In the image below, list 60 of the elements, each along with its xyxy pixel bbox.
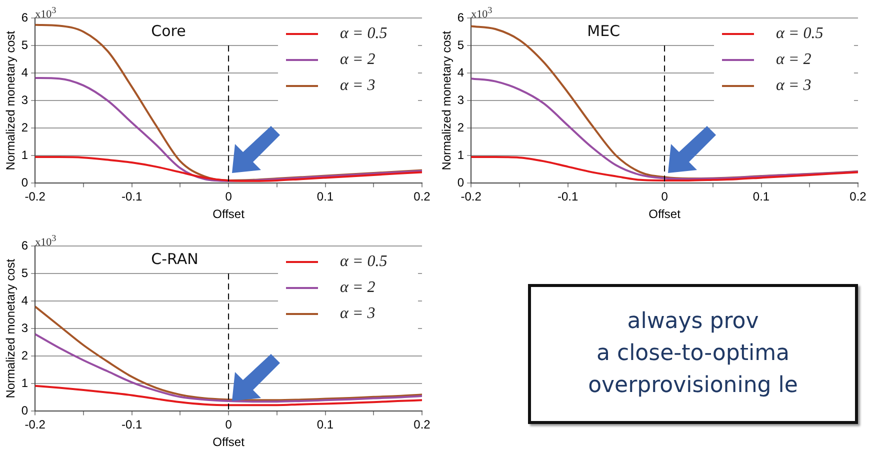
legend-label: α = 3: [340, 77, 376, 94]
legend-label: α = 0.5: [776, 25, 824, 42]
x-axis-title: Offset: [212, 435, 246, 450]
x-tick-label: -0.2: [24, 418, 46, 432]
y-tick-label: 6: [457, 10, 464, 24]
x-tick-label: 0.1: [316, 418, 334, 432]
y-tick-label: 2: [457, 120, 464, 134]
y-tick-label: 3: [21, 320, 28, 335]
legend-label: α = 0.5: [340, 253, 388, 270]
legend-label: α = 2: [340, 51, 376, 68]
y-axis-title: Normalized monetary cost: [4, 30, 18, 170]
chart-title: C-RAN: [151, 250, 198, 268]
y-tick-label: 2: [21, 120, 28, 134]
x-tick-label: 0: [661, 190, 668, 204]
y-tick-label: 4: [21, 293, 28, 308]
y-tick-label: 0: [457, 176, 464, 190]
y-axis-title: Normalized monetary cost: [4, 258, 18, 398]
x-tick-label: 0.2: [414, 418, 431, 432]
legend-label: α = 2: [340, 279, 376, 296]
legend-label: α = 3: [776, 77, 812, 94]
text: always prov: [627, 308, 759, 336]
text: a close-to-optima: [596, 340, 790, 368]
annotation: x10$^{3}$: [35, 232, 56, 249]
x-tick-label: 0.1: [316, 190, 334, 204]
x-tick-label: 0.2: [414, 190, 431, 204]
y-tick-label: 0: [21, 176, 28, 190]
y-tick-label: 5: [21, 38, 28, 52]
y-tick-label: 1: [21, 376, 28, 390]
y-tick-label: 3: [457, 92, 464, 107]
x-axis-title: Offset: [648, 207, 682, 222]
x-tick-label: -0.2: [460, 190, 482, 204]
y-tick-label: 5: [21, 266, 28, 280]
x-tick-label: 0: [225, 418, 232, 432]
text: overprovisioning le: [588, 372, 798, 400]
y-tick-label: 1: [21, 148, 28, 162]
chart-title: Core: [151, 22, 186, 40]
y-tick-label: 6: [21, 10, 28, 24]
x-tick-label: -0.1: [121, 418, 142, 432]
chart-title: MEC: [587, 22, 620, 40]
y-tick-label: 4: [457, 65, 464, 80]
annotation: x10$^{3}$: [35, 4, 56, 21]
x-tick-label: 0.2: [850, 190, 867, 204]
x-tick-label: -0.2: [24, 190, 46, 204]
y-tick-label: 1: [457, 148, 464, 162]
y-tick-label: 5: [457, 38, 464, 52]
legend-label: α = 0.5: [340, 25, 388, 42]
y-tick-label: 4: [21, 65, 28, 80]
legend-label: α = 3: [340, 305, 376, 322]
y-tick-label: 2: [21, 348, 28, 362]
y-axis-title: Normalized monetary cost: [440, 30, 454, 170]
x-tick-label: 0: [225, 190, 232, 204]
legend-label: α = 2: [776, 51, 812, 68]
x-axis-title: Offset: [212, 207, 246, 222]
y-tick-label: 6: [21, 238, 28, 252]
y-tick-label: 0: [21, 404, 28, 418]
x-tick-label: -0.1: [121, 190, 142, 204]
y-tick-label: 3: [21, 92, 28, 107]
x-tick-label: 0.1: [752, 190, 770, 204]
annotation: x10$^{3}$: [471, 4, 492, 21]
x-tick-label: -0.1: [557, 190, 578, 204]
